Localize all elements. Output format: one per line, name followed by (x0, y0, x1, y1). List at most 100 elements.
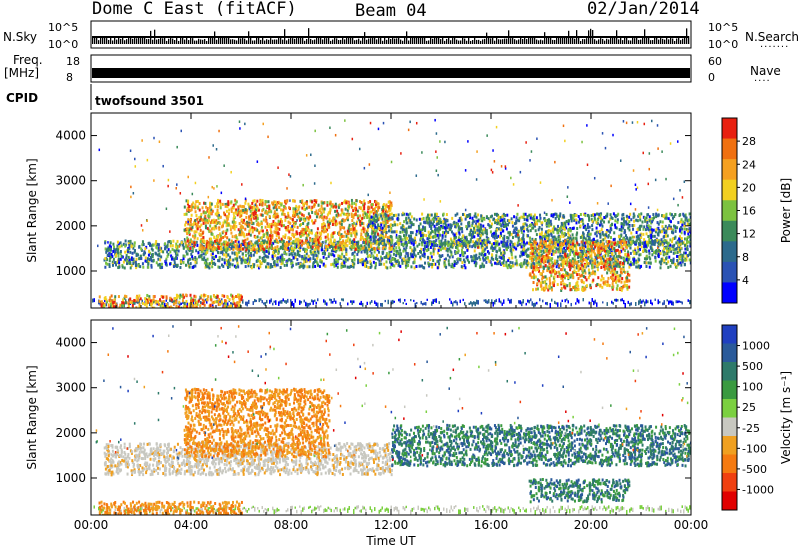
echo-cell (242, 208, 245, 212)
echo-cell (158, 254, 161, 258)
echo-cell (369, 241, 372, 245)
echo-cell (111, 305, 114, 308)
echo-cell (254, 298, 256, 303)
echo-cell (515, 261, 518, 265)
echo-cell (306, 243, 309, 247)
echo-cell (390, 247, 393, 251)
echo-cell (229, 258, 232, 262)
echo-cell (252, 205, 255, 209)
echo-cell (326, 213, 329, 217)
echo-cell (108, 263, 111, 267)
nsky-bar (232, 39, 234, 44)
echo-cell (226, 236, 229, 240)
echo-cell (357, 250, 360, 254)
echo-cell (219, 202, 222, 206)
nsky-bar (378, 38, 380, 44)
echo-cell (477, 300, 479, 305)
echo-cell (108, 298, 111, 302)
nsky-bar (296, 38, 298, 44)
nsky-bar (602, 38, 604, 44)
echo-cell (174, 245, 177, 249)
echo-cell (564, 299, 566, 303)
echo-cell (321, 223, 324, 227)
echo-cell (598, 223, 601, 227)
echo-cell (186, 244, 189, 248)
echo-cell (358, 206, 361, 210)
nsky-bar (662, 38, 664, 44)
echo-cell (341, 261, 344, 265)
echo-cell (122, 298, 125, 302)
echo-cell (688, 258, 691, 262)
echo-cell (315, 243, 318, 247)
echo-cell (231, 302, 233, 308)
echo-cell (389, 206, 392, 210)
echo-cell (387, 254, 390, 258)
echo-cell (212, 241, 215, 245)
echo-cell (415, 265, 418, 269)
echo-cell (339, 213, 342, 217)
nsky-bar (652, 40, 654, 44)
echo-cell (651, 302, 653, 306)
echo-cell (474, 301, 476, 307)
echo-cell (595, 257, 598, 261)
echo-cell (451, 262, 454, 266)
echo-cell (529, 265, 532, 269)
echo-cell (683, 251, 686, 255)
echo-cell (206, 262, 209, 266)
echo-cell (388, 244, 391, 248)
echo-cell (276, 213, 279, 217)
echo-cell (219, 247, 222, 251)
echo-cell (279, 255, 282, 259)
echo-cell (453, 260, 456, 264)
nsky-bar (410, 36, 412, 44)
echo-cell (353, 254, 356, 258)
nsky-bar (176, 36, 178, 44)
nsky-bar (360, 40, 362, 44)
echo-cell (629, 263, 632, 267)
echo-cell (275, 248, 278, 252)
echo-cell (423, 255, 426, 259)
nsky-bar (632, 37, 634, 44)
echo-cell (589, 232, 592, 236)
echo-cell (221, 202, 224, 206)
echo-cell (260, 225, 263, 229)
echo-cell (352, 227, 355, 231)
echo-cell (320, 212, 323, 216)
nsky-bar (388, 37, 390, 44)
echo-cell (108, 306, 111, 308)
echo-cell (272, 206, 275, 210)
nsky-bar (180, 37, 182, 44)
echo-cell (145, 299, 148, 303)
echo-cell (361, 263, 364, 267)
echo-cell (412, 253, 415, 257)
echo-cell (373, 250, 376, 254)
nsky-bar (326, 38, 328, 44)
echo-cell (450, 253, 453, 257)
echo-cell (242, 221, 245, 225)
echo-cell (188, 302, 191, 306)
echo-cell (159, 258, 162, 262)
echo-cell (353, 246, 356, 250)
echo-cell (141, 243, 144, 247)
echo-cell (339, 302, 341, 306)
echo-cell (669, 243, 672, 247)
echo-cell (276, 263, 279, 267)
echo-cell (217, 303, 220, 307)
echo-cell (445, 265, 448, 269)
echo-cell (147, 261, 150, 265)
echo-cell (309, 199, 312, 203)
echo-cell (359, 237, 362, 241)
echo-cell (248, 215, 251, 219)
echo-cell (292, 239, 295, 243)
echo-cell (249, 233, 252, 237)
echo-cell (284, 243, 287, 247)
echo-cell (195, 257, 198, 261)
echo-cell (344, 244, 347, 248)
echo-cell (148, 257, 151, 261)
nsky-bar (504, 38, 506, 44)
echo-cell (684, 247, 687, 251)
echo-cell (513, 246, 516, 250)
nsky-bar (332, 39, 334, 44)
echo-cell (252, 244, 255, 248)
echo-cell (135, 296, 138, 300)
